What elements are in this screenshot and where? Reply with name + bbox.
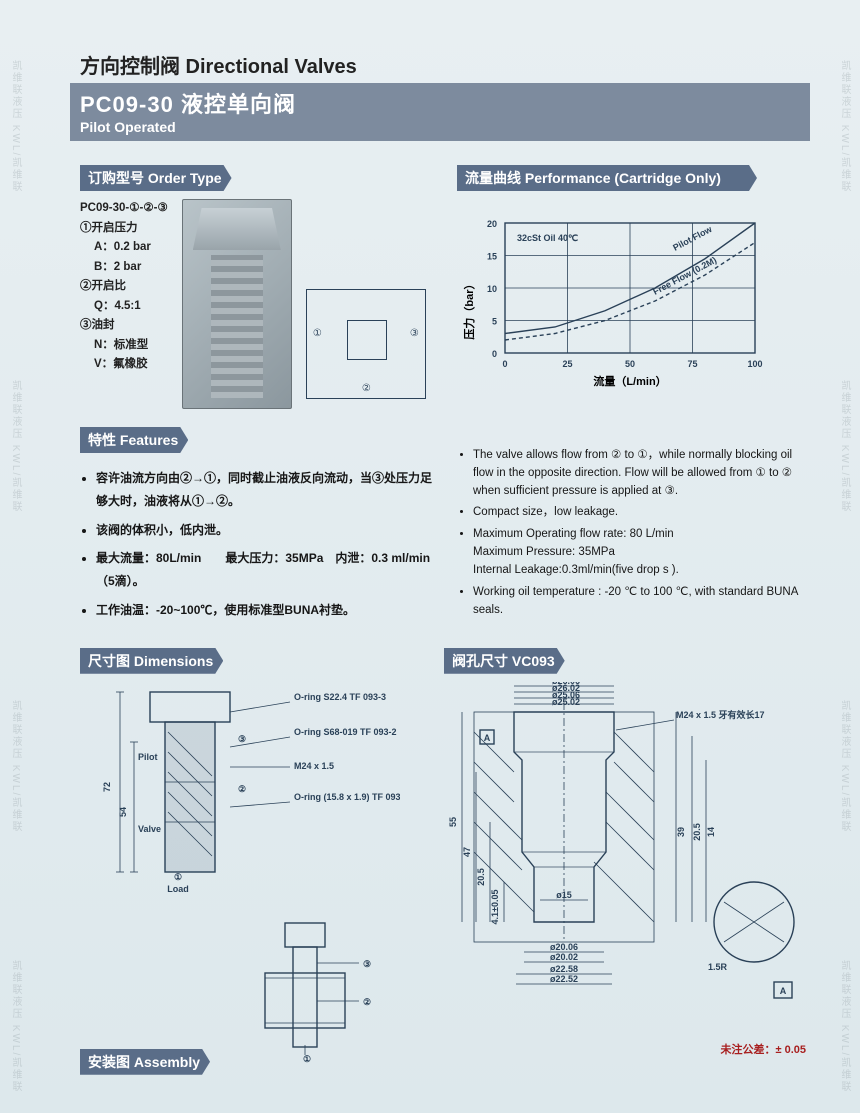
datum-box: A [780,986,787,996]
dim-value: 55 [448,817,458,827]
performance-chart: 32cSt Oil 40℃ Pilot Flow Free Flow (0.2M… [457,209,810,389]
feature-item: 工作油温：-20~100℃，使用标准型BUNA衬垫。 [96,599,433,622]
svg-text:③: ③ [363,959,371,969]
callout: O-ring S22.4 TF 093-3 [294,692,386,702]
dim-value: ø25.02 [552,697,580,707]
section-cavity: 阀孔尺寸 VC093 [444,648,565,674]
callout: O-ring S68-019 TF 093-2 [294,727,397,737]
order-group-head: ②开启比 [80,277,168,297]
section-assembly: 安装图 Assembly [80,1049,210,1075]
hydraulic-schematic: ① ② ③ [306,289,426,399]
datum-box: A [484,733,491,743]
feature-item: 该阀的体积小，低内泄。 [96,519,433,542]
title-band: PC09-30 液控单向阀 Pilot Operated [70,83,810,141]
dim-value: 20.5 [476,868,486,886]
svg-text:25: 25 [562,359,572,369]
product-subtitle: Pilot Operated [80,119,800,135]
features-cn: 容许油流方向由②→①，同时截止油液反向流动，当③处压力足够大时，油液将从①→②。… [80,467,433,622]
product-title: PC09-30 液控单向阀 [80,87,800,119]
feature-item: Compact size，low leakage. [473,504,810,522]
port-label: ② [362,383,371,394]
dimensions-drawing: 72 54 O-ring S22.4 TF 093-3 O-ring S68-0… [80,682,400,912]
section-features: 特性 Features [80,427,188,453]
port-label: Load [167,884,189,894]
svg-text:50: 50 [625,359,635,369]
section-performance: 流量曲线 Performance (Cartridge Only) [457,165,757,191]
svg-text:0: 0 [492,349,497,359]
feature-item: Maximum Operating flow rate: 80 L/min Ma… [473,526,810,579]
category-title: 方向控制阀 Directional Valves [80,50,810,79]
callout: O-ring (15.8 x 1.9) TF 093-1 [294,792,400,802]
dim-value: ø22.58 [550,964,578,974]
dim-value: 20.5 [692,823,702,841]
svg-text:0: 0 [502,359,507,369]
feature-item: 容许油流方向由②→①，同时截止油液反向流动，当③处压力足够大时，油液将从①→②。 [96,467,433,513]
section-order-type: 订购型号 Order Type [80,165,232,191]
feature-item: The valve allows flow from ② to ①，while … [473,447,810,500]
svg-text:③: ③ [238,734,246,744]
assembly-drawing: ③ ② ① [215,917,415,1067]
svg-text:②: ② [363,997,371,1007]
valve-image [182,199,292,409]
detail-radius: 1.5R [708,962,728,972]
svg-text:75: 75 [687,359,697,369]
callout: M24 x 1.5 [294,761,334,771]
features-en: The valve allows flow from ② to ①，while … [457,447,810,619]
dim-value: 47 [462,847,472,857]
svg-text:15: 15 [487,252,497,262]
dim-value: 54 [118,807,128,817]
feature-item: 最大流量：80L/min 最大压力：35MPa 内泄：0.3 ml/min（5滴… [96,547,433,593]
port-label: ① [313,328,322,339]
order-group-head: ①开启压力 [80,219,168,239]
feature-item: Working oil temperature : -20 ℃ to 100 ℃… [473,584,810,620]
svg-text:5: 5 [492,317,497,327]
svg-text:20: 20 [487,219,497,229]
order-opt: A：0.2 bar [80,238,168,258]
x-axis-label: 流量（L/min） [593,374,666,388]
curve-label: Free Flow (0.2M) [651,255,718,297]
port-label: ③ [410,328,419,339]
dim-value: 72 [102,782,112,792]
chart-note: 32cSt Oil 40℃ [517,233,578,243]
order-opt: Q：4.5:1 [80,297,168,317]
port-label: Pilot [138,752,158,762]
callout: M24 x 1.5 牙有效长17 [676,709,765,720]
svg-text:10: 10 [487,284,497,294]
dim-value: ø20.06 [550,942,578,952]
order-code: PC09-30-①-②-③ [80,199,168,219]
dim-value: 4.1±0.05 [490,889,500,924]
y-axis-label: 压力（bar） [462,278,476,339]
svg-text:②: ② [238,784,246,794]
svg-text:①: ① [174,872,182,882]
order-opt: N：标准型 [80,336,168,356]
order-opt: B：2 bar [80,258,168,278]
section-dimensions: 尺寸图 Dimensions [80,648,223,674]
order-opt: V：氟橡胶 [80,355,168,375]
dim-value: 14 [706,827,716,837]
order-group-head: ③油封 [80,316,168,336]
svg-text:①: ① [302,1054,310,1064]
port-label: Valve [138,824,161,834]
svg-text:100: 100 [747,359,762,369]
dim-value: ø20.02 [550,952,578,962]
tolerance-note: 未注公差：± 0.05 [444,1041,814,1057]
dim-value: ø22.52 [550,974,578,984]
dim-value: ø15 [556,890,572,900]
cavity-drawing: ø26.06 ø26.02 ø25.06 ø25.02 A M24 x 1.5 … [444,682,814,1032]
order-type-block: PC09-30-①-②-③ ①开启压力 A：0.2 bar B：2 bar ②开… [80,199,168,375]
dim-value: 39 [676,827,686,837]
